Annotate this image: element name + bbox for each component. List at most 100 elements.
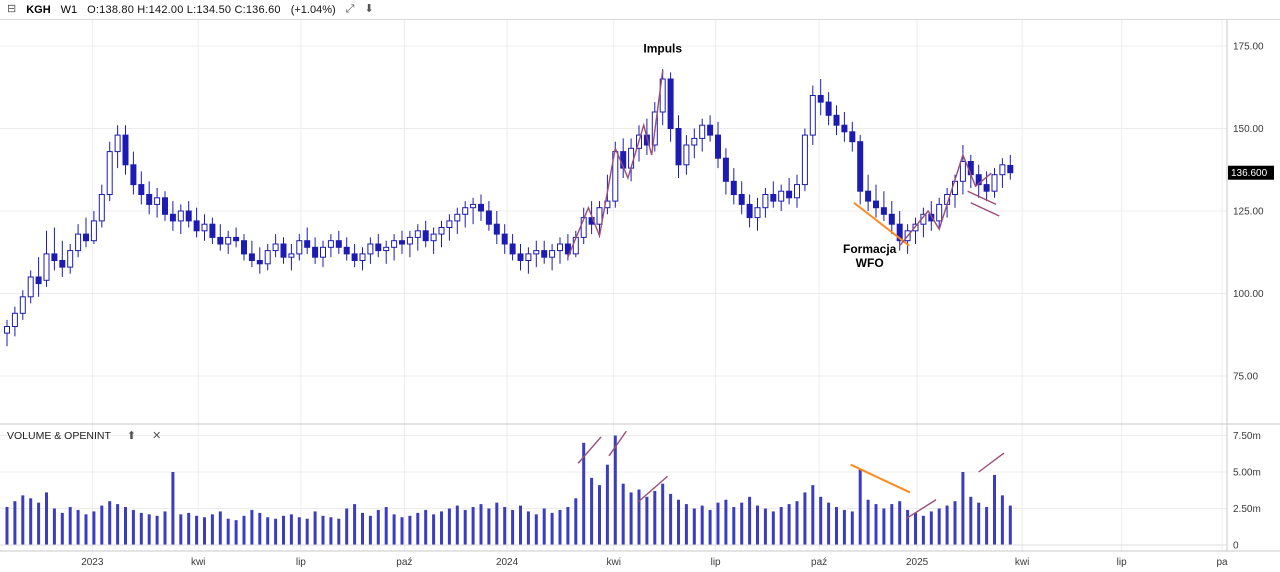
candle-body: [825, 101, 832, 116]
volume-bar: [811, 485, 815, 545]
purple-trendline[interactable]: [970, 202, 1000, 217]
volume-tick-label: 0: [1233, 541, 1239, 552]
candle-body: [327, 240, 334, 248]
candle-body: [493, 223, 500, 235]
volume-bar: [376, 509, 380, 545]
volume-bar: [76, 509, 80, 545]
candle-body: [541, 250, 548, 258]
candle-body: [75, 233, 82, 252]
candle-body: [185, 210, 192, 222]
volume-bar: [313, 511, 317, 545]
purple-trendline[interactable]: [967, 190, 997, 206]
time-axis[interactable]: 2023 kwi lip paź 2024 kwi lip paź 2025 kwi lip pa: [81, 557, 1228, 568]
trendline-drawings[interactable]: [567, 70, 1005, 520]
orange-volume-trendline[interactable]: [850, 463, 911, 494]
candle-body: [35, 276, 42, 285]
volume-bar: [463, 509, 467, 545]
candle-body: [296, 240, 303, 255]
purple-volume-trendline[interactable]: [636, 475, 668, 504]
volume-bar: [203, 517, 206, 545]
purple-trendline[interactable]: [899, 152, 992, 247]
volume-bar: [187, 512, 191, 545]
volume-bar: [503, 507, 507, 545]
price-axis: 175.00 150.00 125.00 100.00 75.00 7.50m 5.00m 2…: [1233, 42, 1264, 552]
time-tick-label: 2025: [906, 557, 929, 568]
volume-bar: [708, 509, 712, 545]
candle-body: [738, 194, 745, 205]
volume-bar: [1000, 495, 1004, 545]
purple-volume-trendline[interactable]: [608, 430, 627, 457]
volume-bar: [1008, 505, 1012, 545]
candle-body: [778, 190, 785, 202]
candle-body: [865, 190, 872, 202]
volume-bar: [116, 504, 120, 545]
volume-bar: [5, 507, 9, 545]
candle-body: [106, 151, 113, 196]
volume-bar: [92, 511, 96, 545]
collapse-pane-icon[interactable]: ⊟: [7, 3, 17, 15]
volume-bar: [447, 508, 451, 545]
candle-body: [43, 253, 50, 281]
volume-bar: [882, 508, 886, 545]
candle-body: [67, 250, 74, 268]
candle-body: [446, 220, 453, 228]
candle-body: [19, 296, 26, 314]
purple-trendline[interactable]: [567, 70, 664, 258]
expand-icon[interactable]: ⤢: [345, 3, 355, 15]
volume-bar: [495, 502, 499, 545]
volume-bar: [455, 505, 459, 545]
volume-bar: [52, 508, 56, 545]
candle-body: [217, 236, 224, 245]
time-tick-label: pa: [1216, 557, 1228, 568]
volume-bar: [384, 507, 388, 545]
candle-body: [485, 210, 492, 225]
candle-body: [367, 243, 374, 255]
candle-body: [849, 131, 856, 143]
candle-body: [98, 194, 105, 222]
volume-bar: [131, 509, 135, 545]
orange-trendline[interactable]: [853, 201, 910, 247]
volume-bar: [590, 477, 594, 545]
purple-volume-trendline[interactable]: [978, 452, 1005, 473]
time-tick-label: paź: [396, 557, 412, 568]
volume-bar: [408, 515, 412, 545]
candle-body: [422, 230, 429, 242]
purple-volume-trendline[interactable]: [905, 499, 937, 520]
volume-bar: [629, 492, 633, 545]
time-tick-label: kwi: [1015, 557, 1029, 568]
candle-body: [343, 246, 350, 255]
volume-bar: [139, 512, 143, 545]
volume-bar: [242, 515, 246, 545]
volume-bar: [13, 501, 17, 545]
candle-body: [201, 223, 208, 232]
purple-volume-trendline[interactable]: [577, 436, 602, 464]
volume-bar: [234, 520, 238, 545]
candle-body: [138, 184, 145, 196]
volume-bar: [613, 435, 617, 545]
close-pane-icon[interactable]: ✕: [152, 430, 162, 442]
time-tick-label: 2024: [496, 557, 519, 568]
volume-bar: [218, 511, 222, 545]
candle-body: [248, 253, 255, 261]
volume-bar: [250, 509, 254, 545]
move-pane-up-icon[interactable]: ⬆: [126, 430, 137, 442]
volume-bar: [724, 499, 728, 545]
volume-bar: [985, 507, 989, 545]
candle-body: [90, 220, 97, 242]
volume-bar: [566, 507, 570, 545]
candle-body: [146, 194, 153, 205]
candle-body: [675, 128, 682, 166]
candle-body: [1007, 164, 1014, 174]
candle-body: [699, 124, 706, 139]
volume-bar: [45, 492, 48, 545]
candle-body: [991, 174, 998, 192]
candle-body: [59, 260, 66, 268]
candle-body: [114, 134, 121, 153]
candle-body: [746, 203, 753, 219]
volume-tick-label: 2.50m: [1233, 504, 1261, 515]
candle-body: [241, 240, 247, 255]
download-arrow-icon[interactable]: ⬇: [364, 3, 374, 15]
candle-body: [880, 207, 887, 215]
